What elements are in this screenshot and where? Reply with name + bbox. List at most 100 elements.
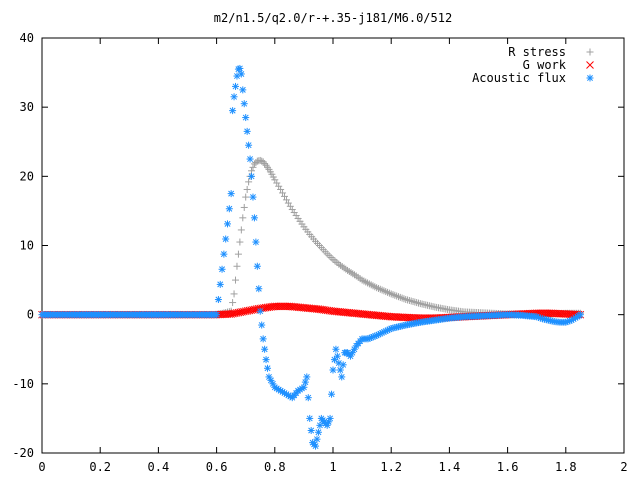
data-point: [245, 141, 253, 149]
data-point: [272, 302, 281, 311]
data-point: [380, 287, 388, 295]
data-point: [278, 302, 286, 311]
data-point: [358, 276, 366, 284]
data-point: [225, 205, 233, 213]
data-point: [275, 182, 283, 190]
data-point: [249, 193, 257, 201]
data-point: [230, 93, 238, 101]
legend-label: R stress: [508, 45, 566, 59]
data-point: [391, 291, 399, 299]
data-point: [245, 178, 253, 186]
data-point: [277, 185, 285, 193]
data-point: [237, 70, 245, 78]
data-point: [373, 284, 381, 292]
data-point: [414, 299, 422, 307]
data-point: [413, 299, 421, 307]
data-point: [541, 309, 550, 318]
data-point: [282, 196, 290, 204]
data-point: [256, 307, 264, 315]
data-point: [227, 190, 235, 198]
legend-marker: [586, 48, 594, 56]
data-point: [339, 361, 347, 369]
axis-ticks: 0 0.2 0.4 0.6 0.8 1 1.2 1.4 1.6 1.8 2 -20 -10 0 10 20 30…: [12, 31, 627, 474]
data-point: [281, 192, 288, 200]
data-point: [218, 265, 226, 273]
data-point: [387, 290, 395, 298]
y-tick-label: -20: [12, 446, 34, 460]
x-tick-label: 1.6: [497, 460, 519, 474]
data-point: [239, 214, 247, 222]
data-point: [253, 262, 261, 270]
data-point: [262, 356, 270, 364]
data-point: [292, 212, 300, 220]
data-point: [242, 114, 250, 122]
data-point: [398, 294, 406, 302]
data-point: [330, 356, 338, 364]
data-point: [232, 82, 240, 90]
data-point: [329, 255, 337, 263]
data-point: [389, 291, 397, 299]
data-point: [307, 427, 315, 435]
plot-area: [41, 37, 625, 454]
data-point: [332, 345, 340, 353]
y-tick-label: -10: [12, 377, 34, 391]
data-point: [325, 252, 333, 260]
data-point: [360, 277, 368, 285]
data-point: [362, 278, 370, 286]
data-point: [364, 279, 372, 287]
data-point: [540, 309, 548, 318]
data-point: [326, 414, 334, 422]
data-point: [246, 155, 254, 163]
data-point: [303, 373, 311, 381]
data-point: [236, 238, 244, 246]
data-point: [376, 285, 384, 293]
data-point: [404, 296, 412, 304]
data-point: [396, 293, 404, 301]
data-point: [229, 107, 237, 115]
legend-marker: [586, 74, 594, 82]
data-point: [273, 179, 281, 187]
data-point: [316, 421, 324, 429]
x-tick-label: 0.8: [264, 460, 286, 474]
data-point: [220, 250, 228, 258]
data-point: [270, 302, 279, 311]
data-point: [259, 158, 267, 166]
legend-label: G work: [523, 58, 567, 72]
x-tick-label: 0.2: [89, 460, 111, 474]
data-point: [252, 159, 260, 166]
x-tick-label: 1.8: [555, 460, 577, 474]
data-point: [301, 378, 309, 386]
x-tick-label: 1.2: [380, 460, 402, 474]
data-point: [407, 297, 415, 305]
data-point: [222, 235, 230, 243]
data-point: [280, 302, 288, 311]
data-point: [243, 185, 251, 193]
y-tick-label: 10: [20, 239, 34, 253]
data-point: [393, 292, 401, 300]
data-point: [336, 366, 344, 374]
plot-frame: [41, 37, 625, 454]
series-r-stress: [38, 156, 584, 319]
data-point: [378, 286, 386, 294]
x-tick-label: 1.4: [439, 460, 461, 474]
x-tick-label: 0: [38, 460, 45, 474]
data-point: [259, 335, 267, 343]
data-point: [329, 366, 337, 374]
data-point: [232, 276, 240, 284]
series-acoustic-flux: [38, 64, 584, 450]
x-tick-label: 1: [329, 460, 336, 474]
data-point: [409, 298, 417, 306]
data-point: [384, 288, 392, 296]
data-point: [405, 296, 413, 304]
data-point: [312, 442, 320, 450]
data-point: [248, 172, 256, 180]
data-point: [256, 156, 264, 164]
data-point: [261, 345, 269, 353]
data-point: [242, 193, 250, 201]
data-point: [371, 283, 379, 291]
data-point: [286, 202, 294, 210]
data-point: [255, 285, 263, 293]
data-point: [233, 262, 241, 270]
data-point: [239, 86, 247, 94]
